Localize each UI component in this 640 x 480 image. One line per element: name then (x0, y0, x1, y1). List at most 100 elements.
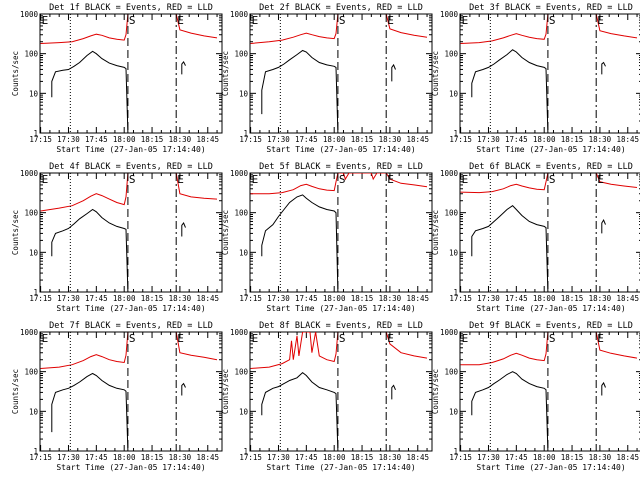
x-tick-label: 17:30 (267, 294, 290, 303)
events-series-line (51, 208, 129, 292)
x-tick-label: 18:30 (589, 294, 612, 303)
x-tick-label: 18:15 (351, 135, 374, 144)
y-tick-label: 1000 (440, 10, 459, 19)
y-axis-label: Counts/sec (11, 369, 20, 414)
panel-title: Det 3f BLACK = Events, RED = LLD (469, 3, 633, 13)
marker-label: S (339, 332, 346, 345)
x-axis-label: Start Time (27-Jan-05 17:14:40) (476, 145, 625, 154)
y-tick-label: 100 (24, 368, 38, 377)
panel-title: Det 6f BLACK = Events, RED = LLD (469, 162, 633, 172)
marker-label: E (387, 173, 394, 186)
marker-label: S (129, 14, 136, 27)
x-tick-label: 18:00 (323, 135, 346, 144)
marker-label: E (252, 173, 259, 186)
x-tick-label: 17:15 (449, 453, 472, 462)
x-axis-label: Start Time (27-Jan-05 17:14:40) (56, 145, 205, 154)
x-tick-label: 18:45 (616, 294, 639, 303)
x-tick-label: 18:15 (141, 135, 164, 144)
plot-frame (459, 331, 640, 452)
y-axis-label: Counts/sec (431, 51, 440, 96)
x-tick-label: 18:15 (351, 453, 374, 462)
marker-label: E (462, 173, 469, 186)
plot-frame (459, 172, 640, 293)
events-series-line (601, 219, 606, 234)
y-axis-label: Counts/sec (221, 210, 230, 255)
x-tick-label: 17:30 (267, 135, 290, 144)
x-tick-label: 17:15 (449, 135, 472, 144)
y-tick-label: 10 (449, 89, 459, 98)
lld-series-line (595, 173, 638, 188)
x-tick-label: 17:45 (85, 135, 108, 144)
y-axis-label: Counts/sec (431, 369, 440, 414)
x-tick-label: 17:45 (505, 453, 528, 462)
x-tick-label: 18:30 (169, 453, 192, 462)
x-tick-label: 17:45 (85, 294, 108, 303)
marker-label: E (597, 173, 604, 186)
marker-label: E (252, 14, 259, 27)
events-series-line (471, 371, 549, 451)
events-series-line (391, 384, 396, 400)
marker-label: E (177, 332, 184, 345)
x-tick-label: 17:15 (29, 135, 52, 144)
marker-label: E (177, 14, 184, 27)
y-tick-label: 10 (239, 407, 249, 416)
marker-label: E (177, 173, 184, 186)
x-tick-label: 17:30 (57, 135, 80, 144)
y-tick-label: 1000 (230, 10, 249, 19)
events-series-line (261, 371, 339, 451)
marker-label: E (387, 14, 394, 27)
lld-series-line (250, 332, 339, 369)
x-tick-label: 17:30 (477, 453, 500, 462)
y-tick-label: 10 (29, 407, 39, 416)
x-axis-label: Start Time (27-Jan-05 17:14:40) (266, 304, 415, 313)
y-tick-label: 100 (24, 209, 38, 218)
lld-series-line (175, 173, 218, 200)
y-tick-label: 100 (444, 50, 458, 59)
x-tick-label: 18:45 (616, 135, 639, 144)
x-tick-label: 18:00 (533, 294, 556, 303)
x-axis-label: Start Time (27-Jan-05 17:14:40) (56, 304, 205, 313)
lld-series-line (175, 14, 218, 39)
marker-label: E (597, 14, 604, 27)
x-tick-label: 17:15 (449, 294, 472, 303)
x-tick-label: 18:00 (533, 453, 556, 462)
y-axis-label: Counts/sec (221, 369, 230, 414)
y-tick-label: 1 (243, 288, 248, 297)
events-series-line (471, 49, 549, 133)
x-tick-label: 18:15 (561, 453, 584, 462)
marker-label: S (549, 332, 556, 345)
detector-panel: Det 7f BLACK = Events, RED = LLD 1 10 100 10… (11, 321, 223, 472)
plot-frame (249, 331, 433, 452)
marker-label: E (42, 332, 49, 345)
detector-panel: Det 1f BLACK = Events, RED = LLD 1 10 100 10… (11, 3, 223, 154)
x-tick-label: 17:15 (29, 294, 52, 303)
x-tick-label: 17:15 (239, 453, 262, 462)
x-tick-label: 18:45 (196, 453, 219, 462)
plot-frame (39, 13, 223, 134)
marker-label: S (129, 173, 136, 186)
panel-title: Det 8f BLACK = Events, RED = LLD (259, 321, 423, 331)
x-tick-label: 18:45 (406, 294, 429, 303)
events-series-line (601, 61, 606, 75)
events-series-line (181, 382, 186, 396)
y-tick-label: 1 (33, 129, 38, 138)
y-tick-label: 1000 (230, 169, 249, 178)
x-axis-label: Start Time (27-Jan-05 17:14:40) (266, 145, 415, 154)
x-tick-label: 18:45 (406, 453, 429, 462)
x-tick-label: 18:00 (323, 294, 346, 303)
panel-title: Det 4f BLACK = Events, RED = LLD (49, 162, 213, 172)
x-tick-label: 18:15 (561, 294, 584, 303)
x-tick-label: 17:30 (57, 453, 80, 462)
marker-label: S (339, 173, 346, 186)
x-tick-label: 17:30 (477, 294, 500, 303)
marker-label: E (597, 332, 604, 345)
x-tick-label: 18:45 (406, 135, 429, 144)
y-tick-label: 1000 (230, 328, 249, 337)
marker-label: E (462, 332, 469, 345)
plot-frame (249, 172, 433, 293)
panel-title: Det 1f BLACK = Events, RED = LLD (49, 3, 213, 13)
x-tick-label: 17:45 (295, 294, 318, 303)
y-tick-label: 1000 (440, 328, 459, 337)
x-tick-label: 17:45 (295, 453, 318, 462)
